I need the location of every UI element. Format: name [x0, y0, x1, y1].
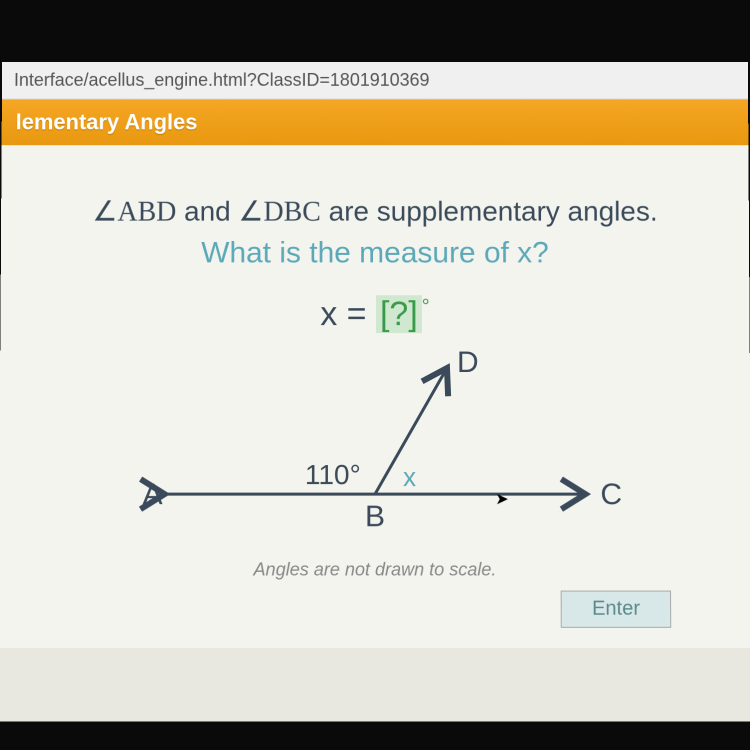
enter-area: Enter: [29, 581, 722, 628]
equation-lhs: x =: [320, 295, 376, 333]
enter-button[interactable]: Enter: [561, 591, 671, 628]
equation: x = [?]°: [30, 295, 719, 334]
footnote: Angles are not drawn to scale.: [29, 559, 721, 580]
cursor-icon: ➤: [495, 489, 508, 509]
lesson-title: lementary Angles: [16, 110, 198, 135]
url-text: Interface/acellus_engine.html?ClassID=18…: [14, 70, 430, 90]
problem-statement: ∠ABD and ∠DBC are supplementary angles.: [31, 195, 719, 229]
angle-110-label: 110°: [305, 459, 361, 490]
angle-diagram: A B C D 110° x ➤: [124, 344, 625, 544]
point-c-label: C: [600, 478, 622, 511]
angle-dbc-label: ∠DBC: [238, 197, 320, 228]
stmt-mid: and: [176, 196, 238, 227]
question-text: What is the measure of x?: [31, 237, 720, 271]
point-b-label: B: [365, 500, 385, 533]
content-area: ∠ABD and ∠DBC are supplementary angles. …: [0, 145, 750, 648]
angle-x-label: x: [403, 464, 416, 492]
angle-abd-label: ∠ABD: [92, 197, 176, 228]
degree-symbol: °: [422, 296, 430, 318]
url-bar[interactable]: Interface/acellus_engine.html?ClassID=18…: [2, 62, 748, 100]
point-a-label: A: [143, 478, 163, 511]
diagram-svg: A B C D 110° x: [124, 344, 625, 544]
point-d-label: D: [457, 346, 479, 379]
lesson-title-bar: lementary Angles: [2, 100, 749, 146]
answer-input-box[interactable]: [?]: [376, 295, 422, 333]
stmt-suffix: are supplementary angles.: [321, 196, 658, 227]
screen-container: Interface/acellus_engine.html?ClassID=18…: [0, 62, 750, 722]
